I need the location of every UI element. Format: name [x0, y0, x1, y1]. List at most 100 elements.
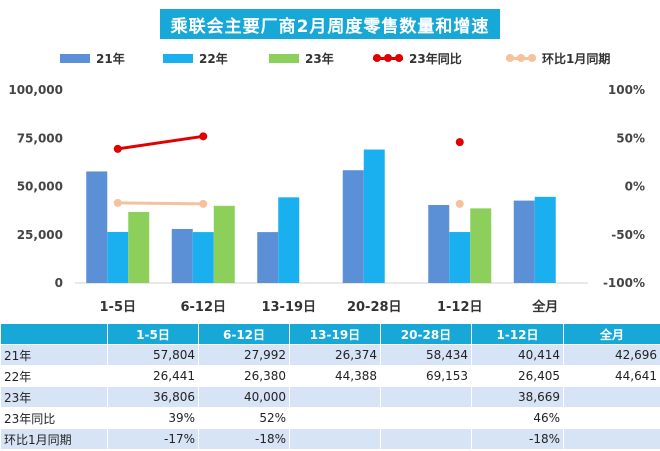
table-cell: 52%	[198, 407, 290, 429]
line-segment-23年同比	[117, 134, 204, 151]
table-row-label: 环比1月同期	[0, 428, 108, 450]
bar-22年-1-5日	[107, 231, 129, 283]
legend-label-21: 21年	[96, 51, 125, 66]
legend-swatch-23	[269, 53, 299, 63]
table-cell: 26,374	[289, 344, 381, 366]
legend-swatch-21	[60, 53, 90, 63]
table-cell: 26,380	[198, 365, 290, 387]
x-tick-label: 1-5日	[100, 300, 137, 315]
y-right-tick-label: 50%	[616, 131, 645, 145]
bar-22年-6-12日	[192, 232, 214, 283]
table-cell	[289, 386, 381, 408]
y-left-tick-label: 25,000	[17, 228, 63, 242]
table-row: 环比1月同期 -17% -18% -18%	[0, 428, 660, 450]
chart-title: 乘联会主要厂商2月周度零售数量和增速	[160, 9, 500, 39]
table-cell: 69,153	[380, 365, 472, 387]
table-cell: 58,434	[380, 344, 472, 366]
table-cell: 36,806	[107, 386, 199, 408]
x-tick-label: 全月	[531, 299, 558, 315]
table-row-label: 23年	[0, 386, 108, 408]
table-cell: -18%	[198, 428, 290, 450]
legend-line-yoy	[373, 53, 403, 63]
y-left-tick-label: 100,000	[8, 83, 63, 97]
table-row-label: 22年	[0, 365, 108, 387]
bar-21年-1-5日	[86, 171, 108, 283]
chart-legend: 21年 22年 23年 23年同比 环比1月	[0, 47, 660, 69]
table-cell: -18%	[471, 428, 564, 450]
table-cell	[289, 407, 381, 429]
y-right-tick-label: 0%	[625, 180, 645, 194]
table-cell: 44,388	[289, 365, 381, 387]
table-row-label: 21年	[0, 344, 108, 366]
table-cell: 44,641	[563, 365, 660, 387]
legend-label-22: 22年	[199, 51, 228, 66]
bar-23年-1-5日	[128, 211, 150, 283]
table-cell	[380, 407, 472, 429]
bar-23年-1-12日	[470, 208, 492, 283]
point-环比1月同期-1-5日	[113, 198, 122, 207]
table-header-corner	[0, 323, 108, 345]
bar-21年-1-12日	[428, 205, 450, 283]
legend-label-23: 23年	[305, 51, 334, 66]
table-cell: 26,405	[471, 365, 564, 387]
table-header-cell: 1-5日	[107, 323, 199, 345]
bar-21年-20-28日	[342, 170, 364, 283]
x-tick-label: 20-28日	[347, 300, 402, 315]
table-cell	[563, 407, 660, 429]
table-row-label: 23年同比	[0, 407, 108, 429]
legend-item-23: 23年	[269, 47, 334, 69]
bar-21年-13-19日	[257, 232, 279, 283]
table-cell	[563, 386, 660, 408]
y-left-tick-label: 0	[55, 276, 63, 290]
y-right-tick-label: 100%	[608, 83, 645, 97]
chart-area: 乘联会主要厂商2月周度零售数量和增速 21年 22年 23年 23年同比	[0, 9, 660, 315]
table-cell	[380, 386, 472, 408]
bar-22年-20-28日	[363, 149, 385, 283]
point-23年同比-6-12日	[199, 132, 208, 141]
table-cell: 57,804	[107, 344, 199, 366]
x-tick-label: 6-12日	[180, 300, 226, 315]
bar-21年-6-12日	[171, 228, 193, 283]
point-环比1月同期-1-12日	[455, 199, 464, 208]
table-cell	[289, 428, 381, 450]
table-row: 23年 36,806 40,000 38,669	[0, 386, 660, 408]
x-tick-label: 1-12日	[437, 300, 483, 315]
table-cell: 26,441	[107, 365, 199, 387]
line-segment-环比1月同期	[117, 201, 204, 206]
table-cell: 40,414	[471, 344, 564, 366]
table-row: 22年 26,441 26,380 44,388 69,153 26,405 4…	[0, 365, 660, 387]
legend-item-22: 22年	[163, 47, 228, 69]
y-right-tick-label: -100%	[603, 276, 645, 290]
table-row: 23年同比 39% 52% 46%	[0, 407, 660, 429]
y-left-tick-label: 50,000	[17, 180, 63, 194]
table-cell: 42,696	[563, 344, 660, 366]
legend-line-mom	[506, 53, 536, 63]
data-table: 1-5日 6-12日 13-19日 20-28日 1-12日 全月 21年 57…	[0, 323, 660, 450]
bar-22年-13-19日	[278, 197, 300, 283]
point-环比1月同期-6-12日	[199, 199, 208, 208]
x-tick-label: 13-19日	[261, 300, 316, 315]
bar-22年-1-12日	[449, 232, 471, 283]
table-row: 21年 57,804 27,992 26,374 58,434 40,414 4…	[0, 344, 660, 366]
legend-label-yoy: 23年同比	[409, 51, 462, 66]
table-cell: 39%	[107, 407, 199, 429]
bar-22年-全月	[534, 196, 556, 283]
bar-21年-全月	[513, 200, 535, 283]
table-header-cell: 13-19日	[289, 323, 381, 345]
table-cell: 40,000	[198, 386, 290, 408]
table-header-cell: 全月	[563, 323, 660, 345]
point-23年同比-1-5日	[113, 144, 122, 153]
table-cell: 27,992	[198, 344, 290, 366]
table-header-cell: 1-12日	[471, 323, 564, 345]
y-right-tick-label: -50%	[611, 228, 645, 242]
bar-23年-6-12日	[213, 205, 235, 283]
table-cell	[380, 428, 472, 450]
legend-item-mom: 环比1月同期	[506, 47, 610, 69]
plot-svg: 0 25,000 50,000 75,000 100,000 -100% -50% 0% 50%…	[8, 83, 645, 315]
table-cell: 38,669	[471, 386, 564, 408]
table-cell: -17%	[107, 428, 199, 450]
y-left-tick-label: 75,000	[17, 131, 63, 145]
point-23年同比-1-12日	[455, 138, 464, 147]
legend-item-21: 21年	[60, 47, 125, 69]
table-cell: 46%	[471, 407, 564, 429]
